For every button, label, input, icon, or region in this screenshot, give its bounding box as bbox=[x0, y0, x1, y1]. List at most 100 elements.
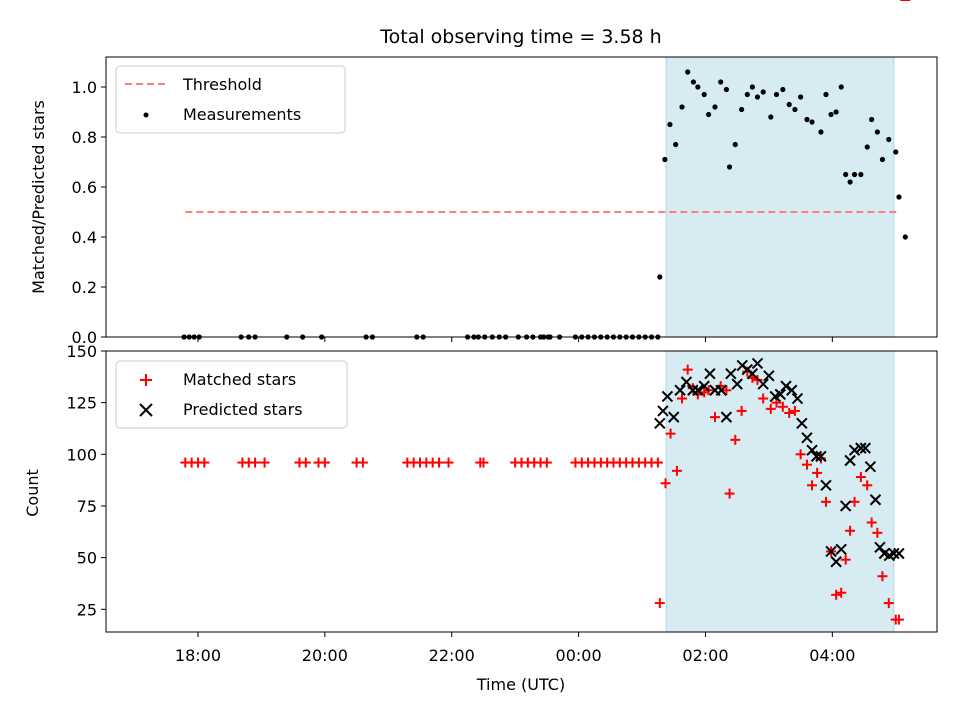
matched-star-point bbox=[443, 457, 454, 468]
bottom-y-tick-label: 150 bbox=[66, 342, 97, 361]
bottom-x-tick-label: 20:00 bbox=[302, 646, 348, 665]
measurement-point bbox=[773, 91, 780, 98]
top-y-tick-label: 0.8 bbox=[72, 128, 97, 147]
legend-measurements-label: Measurements bbox=[183, 105, 301, 124]
bottom-x-tick-label: 02:00 bbox=[682, 646, 728, 665]
predicted-marker-b bbox=[869, 494, 882, 506]
bottom-y-tick-label: 50 bbox=[77, 549, 97, 568]
bottom-legend: Matched stars Predicted stars bbox=[115, 360, 348, 429]
predicted-star-point bbox=[888, 547, 900, 560]
top-legend-box bbox=[115, 65, 346, 134]
legend-measurements-swatch bbox=[143, 112, 149, 118]
measurement-point bbox=[869, 116, 875, 123]
bottom-y-ticks: 25 50 75 100 125 150 bbox=[66, 342, 106, 619]
predicted-star-point bbox=[780, 380, 792, 392]
matched-star-point bbox=[758, 393, 769, 404]
predicted-star-point bbox=[698, 380, 710, 392]
predicted-marker-b bbox=[820, 479, 832, 492]
predicted-star-point bbox=[893, 547, 905, 560]
top-legend: Threshold Measurements bbox=[115, 65, 346, 134]
predicted-marker-b bbox=[680, 376, 693, 388]
measurement-point bbox=[886, 136, 892, 143]
predicted-star-point bbox=[674, 384, 686, 396]
predicted-star-point bbox=[869, 494, 882, 506]
measurement-point bbox=[874, 129, 880, 135]
predicted-star-point bbox=[746, 368, 759, 380]
bottom-ylabel: Count bbox=[23, 469, 42, 517]
predicted-marker-b bbox=[687, 384, 699, 396]
matched-star-point bbox=[665, 428, 676, 439]
matched-star-point bbox=[724, 488, 735, 499]
predicted-marker-b bbox=[757, 378, 769, 390]
measurement-point bbox=[858, 171, 864, 178]
measurement-point bbox=[749, 84, 756, 90]
measurement-point bbox=[657, 274, 663, 280]
predicted-star-point bbox=[786, 384, 798, 396]
measurement-point bbox=[833, 109, 839, 115]
matched-star-point bbox=[730, 434, 741, 445]
predicted-marker-b bbox=[674, 384, 686, 396]
measurement-point bbox=[760, 89, 766, 95]
measurement-point bbox=[851, 171, 858, 178]
matched-star-point bbox=[752, 374, 763, 385]
matched-star-point bbox=[682, 364, 693, 375]
predicted-marker-b bbox=[731, 378, 743, 390]
predicted-marker-b bbox=[751, 357, 764, 370]
predicted-marker-b bbox=[830, 556, 842, 568]
legend-matched-label: Matched stars bbox=[183, 370, 296, 389]
matched-star-point bbox=[784, 407, 795, 418]
predicted-star-point bbox=[731, 378, 743, 390]
matched-star-point bbox=[855, 472, 866, 483]
predicted-star-point bbox=[825, 545, 837, 558]
legend-predicted-swatch bbox=[139, 403, 153, 417]
measurement-point bbox=[712, 104, 718, 110]
measurement-point bbox=[818, 129, 824, 135]
predicted-marker-b bbox=[806, 444, 818, 456]
measurement-point bbox=[667, 121, 673, 128]
predicted-star-point bbox=[704, 368, 716, 380]
measurement-point bbox=[864, 144, 870, 150]
predicted-marker-b bbox=[801, 432, 813, 444]
top-y-tick-label: 0.4 bbox=[72, 228, 97, 247]
measurement-point bbox=[685, 69, 691, 75]
measurement-point bbox=[902, 234, 908, 240]
matched-star-point bbox=[840, 554, 851, 565]
bottom-y-tick-label: 100 bbox=[66, 445, 97, 464]
predicted-marker-b bbox=[720, 411, 733, 423]
predicted-marker-b bbox=[661, 390, 674, 403]
predicted-star-point bbox=[692, 384, 704, 396]
matched-star-point bbox=[795, 449, 806, 460]
matched-star-point bbox=[300, 457, 311, 468]
measurement-point bbox=[673, 141, 679, 148]
matched-star-point bbox=[259, 457, 270, 468]
top-y-tick-label: 0.2 bbox=[72, 278, 97, 297]
top-y-tick-label: 0.0 bbox=[72, 328, 97, 347]
legend-threshold-label: Threshold bbox=[182, 75, 262, 94]
predicted-star-point bbox=[757, 378, 769, 390]
predicted-marker-b bbox=[791, 392, 804, 405]
matched-star-point bbox=[654, 598, 665, 609]
matched-star-point bbox=[434, 457, 445, 468]
measurement-point bbox=[780, 86, 786, 93]
predicted-marker-b bbox=[815, 450, 827, 463]
matched-star-point bbox=[883, 598, 894, 609]
measurement-point bbox=[792, 106, 798, 113]
observing-span-top bbox=[665, 56, 895, 338]
predicted-marker-b bbox=[835, 543, 847, 556]
bottom-x-tick-label: 04:00 bbox=[809, 646, 855, 665]
matched-star-point bbox=[877, 571, 888, 582]
predicted-marker-b bbox=[657, 405, 669, 417]
matched-star-point bbox=[652, 457, 663, 468]
measurement-point bbox=[679, 104, 685, 110]
predicted-marker-b bbox=[893, 547, 905, 560]
predicted-marker-b bbox=[874, 541, 886, 553]
predicted-marker-b bbox=[859, 442, 872, 454]
matched-star-point bbox=[801, 459, 812, 470]
predicted-star-point bbox=[763, 370, 775, 382]
matched-star-point bbox=[660, 478, 671, 489]
predicted-star-point bbox=[657, 405, 669, 417]
matched-star-point bbox=[709, 412, 720, 423]
matched-star-point bbox=[676, 393, 687, 404]
predicted-marker-b bbox=[839, 500, 852, 512]
predicted-star-point bbox=[661, 390, 674, 403]
